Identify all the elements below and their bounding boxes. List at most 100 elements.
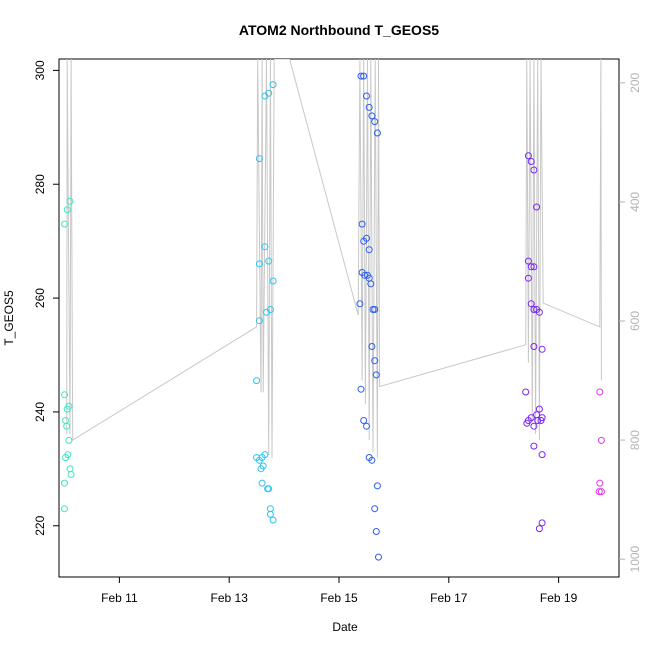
data-point <box>63 422 71 430</box>
data-point <box>535 405 543 413</box>
data-point <box>62 417 70 424</box>
data-point <box>372 528 380 535</box>
data-point <box>358 220 366 228</box>
data-point <box>371 505 379 513</box>
data-point <box>535 308 543 316</box>
data-points <box>61 72 605 561</box>
data-point <box>269 81 277 89</box>
y-tick-label: 240 <box>33 402 47 422</box>
right-tick-label: 600 <box>628 311 642 331</box>
data-point <box>527 300 535 308</box>
data-point <box>371 306 379 313</box>
pressure-polyline <box>66 59 602 458</box>
data-point <box>538 451 546 459</box>
data-point <box>368 343 376 350</box>
data-point <box>65 402 73 410</box>
data-point <box>255 155 263 163</box>
right-tick-label: 200 <box>628 72 642 92</box>
data-point <box>530 343 538 350</box>
data-point <box>265 257 273 265</box>
data-point <box>363 92 370 100</box>
pressure-line <box>66 59 602 458</box>
data-point <box>524 152 532 160</box>
data-point <box>258 479 266 487</box>
right-tick-label: 400 <box>628 192 642 212</box>
y-tick-label: 280 <box>33 174 47 194</box>
x-tick-label: Feb 13 <box>211 591 249 605</box>
chart-title: ATOM2 Northbound T_GEOS5 <box>239 22 439 38</box>
data-point <box>365 103 373 111</box>
data-point <box>269 277 277 285</box>
data-point <box>530 422 538 430</box>
data-point <box>66 197 74 205</box>
data-point <box>266 510 274 518</box>
data-point <box>265 485 273 493</box>
y-tick-label: 260 <box>33 288 47 308</box>
data-point <box>255 317 263 325</box>
data-point <box>61 220 68 228</box>
data-point <box>533 203 541 211</box>
data-point <box>253 377 261 385</box>
data-point <box>65 436 73 444</box>
data-point <box>61 505 68 513</box>
data-point <box>538 345 546 353</box>
data-point <box>372 371 380 379</box>
data-point <box>360 72 368 80</box>
data-point <box>64 451 72 459</box>
x-tick-label: Feb 17 <box>430 591 468 605</box>
data-point <box>538 519 546 527</box>
data-point <box>596 388 604 396</box>
x-axis: Feb 11 Feb 13 Feb 15 Feb 17 Feb 19 <box>101 577 578 605</box>
data-point <box>61 479 68 487</box>
data-point <box>266 505 274 513</box>
data-point <box>365 246 373 254</box>
x-axis-label: Date <box>332 620 358 634</box>
data-point <box>530 263 538 271</box>
data-point <box>530 306 538 313</box>
data-point <box>66 465 74 473</box>
data-point <box>522 388 530 396</box>
data-point <box>371 118 379 126</box>
right-tick-label: 800 <box>628 430 642 450</box>
data-point <box>356 300 364 308</box>
data-point <box>371 357 379 365</box>
data-point <box>596 479 604 487</box>
data-point <box>367 280 375 288</box>
data-point <box>269 516 277 524</box>
data-point <box>67 471 75 478</box>
y-axis: 220 240 260 280 300 <box>33 60 59 536</box>
right-tick-label: 1000 <box>628 545 642 572</box>
y-tick-label: 300 <box>33 60 47 80</box>
x-tick-label: Feb 11 <box>101 591 138 605</box>
data-point <box>265 89 273 97</box>
data-point <box>257 465 265 473</box>
data-point <box>261 451 269 459</box>
y-axis-label: T_GEOS5 <box>2 290 16 346</box>
data-point <box>595 488 603 496</box>
data-point <box>537 417 545 424</box>
data-point <box>368 456 376 464</box>
data-point <box>363 422 370 430</box>
right-axis: 200 400 600 800 1000 <box>619 72 642 572</box>
data-point <box>597 488 605 496</box>
data-point <box>373 482 381 490</box>
data-point <box>375 553 382 561</box>
data-point <box>597 436 605 444</box>
data-point <box>255 260 263 268</box>
data-point <box>530 442 538 450</box>
data-point <box>266 306 274 313</box>
data-point <box>61 391 68 399</box>
data-point <box>530 166 538 174</box>
y-tick-label: 220 <box>33 515 47 535</box>
data-point <box>357 385 365 393</box>
data-point <box>524 257 532 265</box>
data-point <box>360 417 368 424</box>
data-point <box>527 158 535 165</box>
data-point <box>527 263 535 271</box>
x-tick-label: Feb 19 <box>540 591 578 605</box>
data-point <box>363 234 370 242</box>
data-point <box>524 274 532 282</box>
data-point <box>368 112 376 120</box>
x-tick-label: Feb 15 <box>320 591 358 605</box>
